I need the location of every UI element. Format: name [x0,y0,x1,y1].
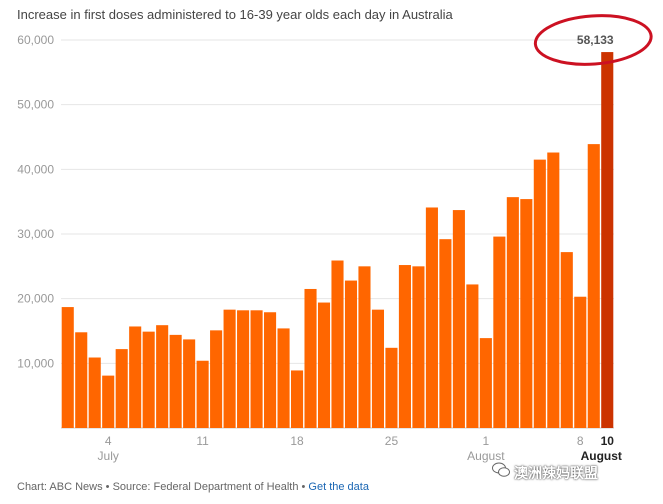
bar [601,52,614,428]
bar [237,310,250,428]
bar [210,330,223,428]
y-axis-ticks: 10,000 20,000 30,000 40,000 50,000 60,000 [17,33,54,370]
annotation: 58,133 [533,14,653,66]
chart-title: Increase in first doses administered to … [17,7,453,22]
bar [223,309,236,428]
y-tick-label: 40,000 [17,162,54,176]
x-month-label: August [467,449,505,463]
bar [466,284,479,428]
bar [344,280,358,428]
chart-footer: Chart: ABC News • Source: Federal Depart… [17,481,369,493]
footer-separator: • [298,481,309,493]
x-month-label: August [581,449,622,463]
get-data-link[interactable]: Get the data [308,481,369,493]
bar [547,152,560,428]
bar [196,360,209,428]
bar [304,288,317,428]
bar [385,347,398,428]
x-tick-label: 10 [601,434,615,448]
bar [290,370,304,428]
bar [115,349,128,428]
bar [506,197,519,428]
chart-credit: Chart: ABC News [17,481,103,493]
bar [156,325,169,428]
bar [587,144,600,428]
bar [61,307,74,428]
y-tick-label: 30,000 [17,227,54,241]
bar [88,357,101,428]
bar [264,312,277,428]
bars [61,52,614,428]
annotation-circle [533,14,653,66]
y-tick-label: 10,000 [17,356,54,370]
x-tick-label: 8 [577,434,584,448]
bar [533,159,546,428]
y-tick-label: 20,000 [17,292,54,306]
bar [574,296,587,428]
y-tick-label: 50,000 [17,98,54,112]
bar [277,328,290,428]
bar [142,331,155,428]
x-tick-label: 25 [385,434,399,448]
footer-separator: • [102,481,113,493]
bar [398,265,411,428]
bar [102,375,115,428]
bar [520,199,533,428]
bar [183,339,196,428]
bar [169,334,182,428]
bar [560,252,573,428]
data-label: 58,133 [577,33,614,47]
bar [331,260,344,428]
wechat-icon [492,462,510,477]
bar [493,236,506,428]
bar [479,338,492,428]
bar [439,239,452,428]
bar [250,310,263,428]
bar [317,302,331,428]
x-tick-label: 11 [196,434,209,448]
watermark-text: 澳洲辣妈联盟 [514,466,598,482]
bar [452,210,465,428]
bar [412,266,425,428]
source-text: Source: Federal Department of Health [112,481,299,493]
bar [75,332,88,428]
x-month-label: July [98,449,119,463]
bar [425,207,438,428]
x-tick-label: 18 [290,434,304,448]
y-tick-label: 60,000 [17,33,54,47]
bar [358,266,371,428]
x-tick-label: 4 [105,434,112,448]
bar [129,326,142,428]
x-tick-label: 1 [483,434,490,448]
bar [371,309,385,428]
